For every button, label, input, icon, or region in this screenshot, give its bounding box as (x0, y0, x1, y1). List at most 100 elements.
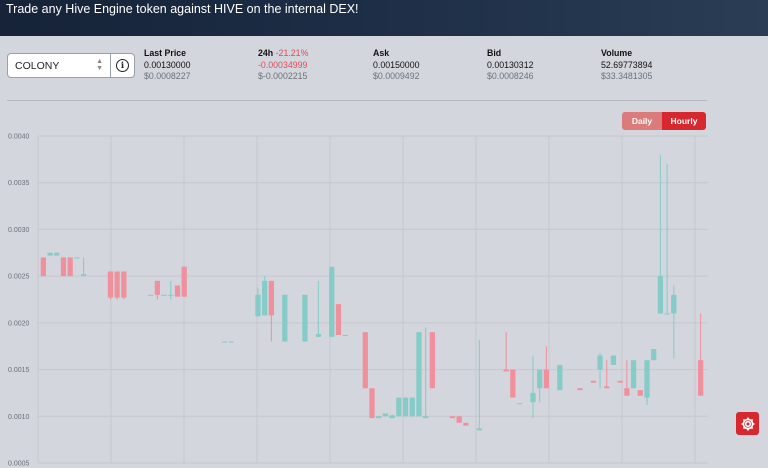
y-tick-label: 0.0040 (8, 134, 30, 141)
candle-body (282, 294, 288, 342)
stat-24h-change: 24h -21.21% -0.00034999 $-0.0002215 (258, 48, 308, 83)
candle-body (429, 332, 435, 389)
stat-volume-usd: $33.3481305 (601, 71, 653, 81)
y-tick-label: 0.0005 (8, 461, 30, 468)
candle-body (221, 341, 228, 343)
candle-body (154, 280, 160, 295)
candle-body (40, 257, 46, 277)
token-selector[interactable]: COLONY ▲ ▼ i (7, 53, 135, 78)
gear-icon (741, 417, 754, 430)
candle-body (174, 285, 181, 297)
candle-body (637, 390, 643, 396)
candle-body (369, 388, 375, 419)
candle-body (577, 388, 583, 391)
stat-last-price: Last Price 0.00130000 $0.0008227 (144, 48, 190, 83)
candle-body (181, 266, 187, 297)
stat-volume-label: Volume (601, 48, 633, 58)
candle-body (302, 294, 308, 342)
token-select-dropdown[interactable]: COLONY ▲ ▼ (8, 54, 111, 77)
token-select-value: COLONY (15, 60, 60, 72)
candle-body (389, 415, 395, 419)
chart-candles (40, 154, 704, 431)
hourly-button[interactable]: Hourly (662, 112, 706, 130)
updown-chevron-icon: ▲ ▼ (96, 58, 103, 72)
top-banner: Trade any Hive Engine token against HIVE… (0, 0, 768, 36)
candle-body (503, 369, 509, 372)
stat-24h-hive: -0.00034999 (258, 59, 308, 70)
candle-body (543, 369, 549, 389)
candle-body (630, 360, 637, 389)
chart-y-axis: 0.0040 0.0035 0.0030 0.0025 0.0020 0.0015 0.00… (8, 134, 30, 468)
candle-body (161, 294, 167, 296)
stat-ask-hive: 0.00150000 (373, 59, 420, 70)
candle-body (382, 413, 389, 417)
candle-body (651, 349, 657, 361)
stat-ask-label: Ask (373, 48, 390, 58)
candle-body (476, 428, 482, 431)
candle-body (54, 252, 60, 256)
candle-body (456, 416, 462, 423)
candle-body (423, 416, 429, 419)
interval-toggle[interactable]: Daily Hourly (622, 112, 706, 130)
candle-body (617, 380, 623, 383)
candle-body (402, 397, 409, 417)
stat-bid-hive: 0.00130312 (487, 59, 534, 70)
candle-body (107, 271, 114, 298)
candle-body (121, 271, 127, 298)
candle-body (590, 380, 596, 383)
candle-body (74, 257, 80, 259)
token-info-button[interactable]: i (111, 54, 134, 77)
stat-24h-usd: $-0.0002215 (258, 71, 308, 81)
candle-body (315, 334, 321, 337)
stat-last-price-hive: 0.00130000 (144, 59, 191, 70)
candle-body (262, 280, 268, 316)
stat-last-price-label: Last Price (144, 48, 187, 58)
candle-body (463, 422, 469, 426)
stat-volume: Volume 52.69773894 $33.3481305 (601, 48, 652, 83)
stat-24h-label: 24h (258, 48, 274, 58)
candle-body (376, 416, 382, 419)
chart-grid (37, 135, 708, 464)
candle-body (80, 274, 87, 277)
stat-volume-hive: 52.69773894 (601, 59, 653, 70)
candle-body (409, 397, 415, 417)
candle-body (168, 294, 174, 296)
candle-body (60, 257, 67, 277)
candle-body (329, 266, 335, 337)
candle-body (362, 332, 368, 389)
stat-last-price-usd: $0.0008227 (144, 71, 191, 81)
candle-body (255, 294, 261, 317)
candle-body (664, 313, 670, 315)
stat-ask: Ask 0.00150000 $0.0009492 (373, 48, 419, 83)
stats-divider (7, 100, 707, 101)
y-tick-label: 0.0015 (8, 367, 30, 374)
candle-body (644, 360, 650, 398)
candle-body (516, 403, 523, 405)
stat-bid-usd: $0.0008246 (487, 71, 534, 81)
stat-bid-label: Bid (487, 48, 502, 58)
candle-body (67, 257, 73, 277)
y-tick-label: 0.0010 (8, 414, 30, 421)
banner-text: Trade any Hive Engine token against HIVE… (6, 2, 359, 16)
candle-body (449, 416, 456, 419)
candle-body (537, 369, 543, 389)
stat-ask-usd: $0.0009492 (373, 71, 420, 81)
stat-bid: Bid 0.00130312 $0.0008246 (487, 48, 533, 83)
y-tick-label: 0.0020 (8, 320, 30, 327)
candle-body (416, 332, 422, 417)
candle-body (624, 388, 630, 396)
chart-settings-button[interactable] (736, 412, 759, 435)
candle-body (268, 280, 275, 316)
stat-24h-pct: -21.21% (275, 48, 309, 58)
candle-body (510, 369, 516, 398)
daily-button[interactable]: Daily (622, 112, 662, 130)
candle-body (396, 397, 402, 417)
candle-body (657, 276, 664, 314)
y-tick-label: 0.0025 (8, 274, 30, 281)
candle-body (335, 304, 342, 336)
price-candlestick-chart[interactable]: 0.0040 0.0035 0.0030 0.0025 0.0020 0.0015 0.00… (0, 128, 768, 468)
candle-body (530, 392, 536, 403)
candle-body (604, 386, 610, 389)
candle-body (698, 360, 704, 396)
candle-body (148, 294, 154, 296)
